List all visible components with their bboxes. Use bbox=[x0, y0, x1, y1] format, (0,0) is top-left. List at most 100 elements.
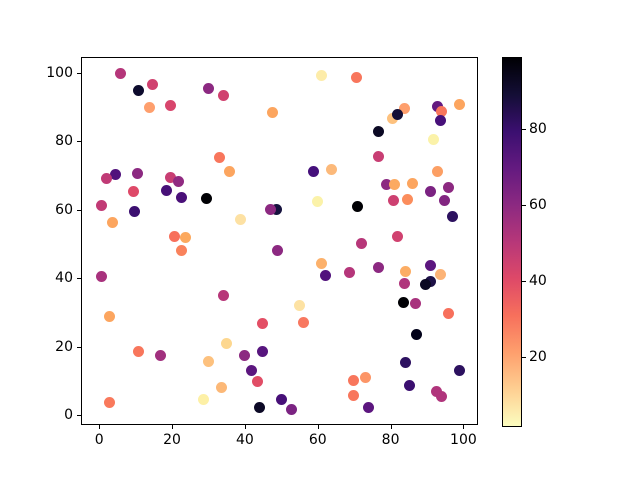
scatter-point bbox=[454, 365, 466, 377]
x-axis-tick-label: 60 bbox=[308, 432, 327, 448]
scatter-point bbox=[399, 356, 411, 368]
scatter-point bbox=[103, 310, 115, 322]
y-axis-tick bbox=[77, 209, 81, 211]
scatter-point bbox=[101, 172, 113, 184]
scatter-point bbox=[351, 72, 363, 84]
scatter-point bbox=[348, 374, 360, 386]
scatter-point bbox=[359, 372, 371, 384]
plot-area bbox=[81, 57, 478, 425]
scatter-point bbox=[286, 403, 298, 415]
scatter-point bbox=[410, 328, 422, 340]
scatter-point bbox=[216, 381, 228, 393]
scatter-point bbox=[128, 185, 140, 197]
scatter-point bbox=[454, 98, 466, 110]
scatter-point bbox=[311, 195, 323, 207]
scatter-point bbox=[256, 317, 268, 329]
x-axis-tick-label: 40 bbox=[235, 432, 254, 448]
scatter-point bbox=[95, 270, 107, 282]
scatter-point bbox=[165, 100, 177, 112]
scatter-point bbox=[154, 349, 166, 361]
y-axis-tick-label: 80 bbox=[55, 133, 73, 150]
y-axis-tick bbox=[77, 346, 81, 348]
scatter-point bbox=[235, 213, 247, 225]
scatter-point bbox=[293, 300, 305, 312]
scatter-point bbox=[161, 184, 173, 196]
scatter-point bbox=[147, 78, 159, 90]
scatter-point bbox=[238, 349, 250, 361]
x-axis-tick bbox=[463, 425, 465, 429]
x-axis-tick bbox=[172, 425, 174, 429]
scatter-point bbox=[446, 210, 458, 222]
scatter-point bbox=[202, 356, 214, 368]
scatter-point bbox=[202, 82, 214, 94]
scatter-point bbox=[425, 260, 437, 272]
scatter-point bbox=[398, 297, 410, 309]
scatter-point bbox=[435, 115, 447, 127]
x-axis-tick-label: 0 bbox=[94, 432, 104, 448]
scatter-point bbox=[388, 195, 399, 207]
y-axis-tick-label: 60 bbox=[55, 201, 73, 218]
x-axis-tick bbox=[390, 425, 392, 429]
colorbar-tick bbox=[522, 129, 526, 131]
scatter-point bbox=[373, 125, 385, 137]
scatter-point bbox=[217, 290, 229, 302]
scatter-point bbox=[132, 167, 144, 179]
x-axis-tick bbox=[317, 425, 319, 429]
scatter-point bbox=[319, 270, 331, 282]
scatter-point bbox=[308, 166, 320, 178]
x-axis-tick-label: 100 bbox=[450, 432, 477, 448]
scatter-point bbox=[198, 393, 210, 405]
scatter-point bbox=[103, 397, 115, 409]
scatter-point bbox=[245, 365, 257, 377]
scatter-point bbox=[276, 393, 288, 405]
colorbar-tick bbox=[522, 205, 526, 207]
scatter-point bbox=[436, 106, 448, 118]
colorbar-tick-label: 40 bbox=[529, 273, 547, 290]
y-axis-tick bbox=[77, 415, 81, 417]
scatter-point bbox=[348, 389, 360, 401]
scatter-point bbox=[264, 203, 276, 215]
scatter-point bbox=[427, 133, 439, 145]
scatter-point bbox=[315, 70, 327, 82]
x-axis-tick bbox=[244, 425, 246, 429]
scatter-point bbox=[410, 297, 422, 309]
scatter-point bbox=[373, 151, 385, 163]
scatter-point bbox=[398, 102, 410, 114]
scatter-point bbox=[392, 231, 404, 243]
scatter-point bbox=[110, 168, 122, 180]
scatter-point bbox=[435, 268, 447, 280]
scatter-point bbox=[133, 85, 145, 97]
y-axis-tick-label: 40 bbox=[55, 270, 73, 287]
scatter-point bbox=[351, 200, 363, 212]
x-axis-tick bbox=[99, 425, 101, 429]
scatter-point bbox=[173, 176, 185, 188]
scatter-point bbox=[389, 179, 401, 191]
scatter-point bbox=[297, 317, 309, 329]
scatter-point bbox=[387, 113, 399, 125]
scatter-point bbox=[420, 278, 432, 290]
scatter-point bbox=[315, 258, 327, 270]
scatter-point bbox=[129, 206, 141, 218]
scatter-point bbox=[443, 307, 455, 319]
scatter-point bbox=[267, 106, 279, 118]
scatter-point bbox=[402, 193, 414, 205]
scatter-point bbox=[326, 163, 338, 175]
scatter-point bbox=[169, 231, 181, 243]
scatter-point bbox=[435, 391, 447, 403]
scatter-point bbox=[176, 245, 188, 257]
y-axis-tick-label: 0 bbox=[64, 407, 73, 424]
scatter-point bbox=[391, 108, 403, 120]
scatter-point bbox=[443, 182, 455, 194]
colorbar-gradient bbox=[502, 57, 522, 427]
scatter-point bbox=[251, 376, 263, 388]
scatter-point bbox=[176, 192, 188, 204]
colorbar-tick-label: 80 bbox=[529, 121, 547, 138]
scatter-point bbox=[114, 67, 126, 79]
scatter-point bbox=[400, 266, 412, 278]
scatter-point bbox=[425, 185, 437, 197]
scatter-point bbox=[165, 172, 177, 184]
x-axis-tick-label: 80 bbox=[381, 432, 400, 448]
scatter-point bbox=[355, 237, 367, 249]
scatter-point bbox=[201, 192, 213, 204]
